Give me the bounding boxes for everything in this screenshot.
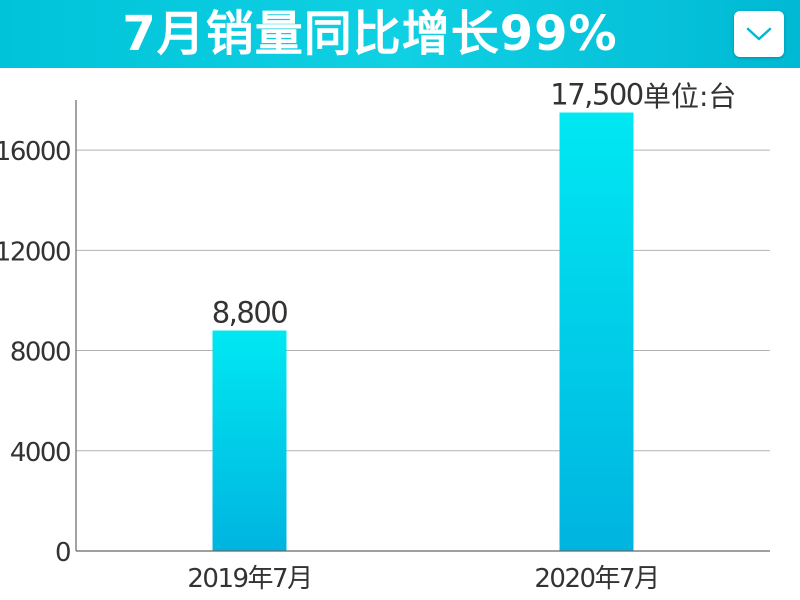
y-tick-label: 12000 [0, 237, 70, 267]
unit-label: 单位:台 [643, 80, 736, 113]
bar [212, 330, 287, 551]
collapse-button[interactable] [734, 11, 784, 57]
chevron-down-icon [746, 27, 772, 41]
x-tick-label: 2020年7月 [534, 564, 658, 594]
y-tick-label: 8000 [10, 338, 70, 368]
bar-chart: 0 4000 8000 12000 16000 8,800 2019年7月 17,500 202… [0, 78, 770, 594]
header-banner: 7月销量同比增长99% [0, 0, 800, 68]
y-tick-label: 16000 [0, 137, 70, 167]
y-tick-label: 4000 [10, 438, 70, 468]
data-label: 17,500 [550, 78, 643, 112]
y-tick-label: 0 [55, 538, 70, 568]
bar [559, 112, 634, 552]
x-tick-label: 2019年7月 [187, 564, 311, 594]
data-label: 8,800 [212, 296, 288, 330]
chart-title: 7月销量同比增长99% [122, 6, 618, 62]
